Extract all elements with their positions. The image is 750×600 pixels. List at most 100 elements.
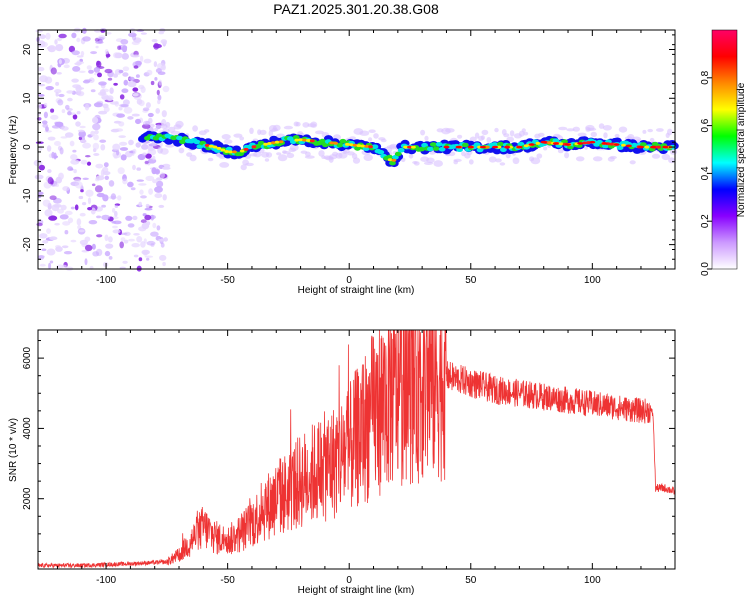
- spectrogram-halo-blob: [647, 128, 653, 133]
- spectrogram-noise-blob: [119, 141, 128, 146]
- spectrogram-halo-blob: [523, 131, 529, 136]
- spectrogram-noise-blob: [46, 145, 52, 152]
- spectrogram-halo-blob: [408, 153, 414, 159]
- spectrogram-noise-blob: [64, 230, 69, 235]
- spectrogram-track-peak: [638, 145, 644, 149]
- spectrogram-noise-blob: [76, 37, 81, 43]
- spectrogram-noise-blob: [36, 222, 43, 227]
- spectrogram-halo-blob: [154, 127, 159, 132]
- spectrogram-noise-blob: [93, 148, 97, 153]
- spectrogram-halo-blob: [286, 152, 295, 159]
- spectrogram-noise-blob: [50, 108, 55, 113]
- spectrogram-track-cyan: [354, 146, 361, 151]
- spectrogram-noise-blob: [113, 73, 118, 78]
- spectrogram-noise-blob: [54, 141, 61, 146]
- spectrogram-noise-blob: [158, 79, 163, 86]
- spectrogram-halo-blob: [178, 147, 185, 154]
- spectrogram-track-cyan: [386, 154, 393, 160]
- spectrogram-noise-blob: [140, 241, 146, 248]
- spectrogram-track-peak: [504, 145, 511, 149]
- spectrogram-noise-blob: [46, 248, 56, 256]
- spectrogram-noise-blob: [57, 99, 64, 106]
- spectrogram-halo-blob: [359, 130, 370, 136]
- spectrogram-track-cyan: [438, 147, 446, 152]
- spectrogram-noise-blob: [109, 87, 114, 94]
- spectrogram-noise-blob: [62, 186, 70, 192]
- spectrogram-noise-blob: [141, 123, 151, 129]
- spectrogram-halo-blob: [148, 117, 153, 124]
- spectrogram-track-cyan: [429, 142, 437, 147]
- spectrogram-noise-blob: [162, 166, 171, 170]
- spectrogram-noise-blob: [145, 175, 155, 181]
- spectrogram-noise-blob: [148, 188, 154, 195]
- spectrogram-noise-blob: [71, 78, 79, 83]
- spectrogram-noise-blob: [154, 193, 163, 199]
- spectrogram-noise-blob: [162, 194, 167, 201]
- spectrogram-noise-blob: [98, 81, 107, 86]
- spectrogram-noise-blob: [142, 107, 150, 112]
- spectrogram-noise-blob: [98, 110, 108, 115]
- spectrogram-noise-blob: [104, 250, 111, 257]
- spectrogram-noise-blob: [123, 79, 129, 86]
- spectrogram-noise-blob: [140, 32, 147, 35]
- spectrogram-track-cyan: [371, 144, 379, 149]
- spectrogram-noise-blob: [84, 79, 92, 82]
- spectrogram-noise-blob: [82, 36, 91, 42]
- spectrogram-track-hot: [270, 141, 276, 145]
- spectrogram-noise-blob: [80, 139, 87, 143]
- spectrogram-halo-blob: [219, 162, 230, 168]
- spectrogram-noise-blob: [128, 32, 137, 38]
- spectrogram-halo-blob: [495, 158, 502, 163]
- spectrogram-noise-blob: [128, 139, 134, 146]
- spectrogram-noise-blob: [145, 102, 151, 109]
- spectrogram-noise-blob: [78, 229, 85, 233]
- spectrogram-noise-blob: [112, 225, 118, 229]
- spectrogram-track-hot: [251, 145, 257, 149]
- spectrogram-track-cyan: [292, 135, 300, 140]
- spectrogram-track-hot: [212, 145, 218, 149]
- spectrogram-track-peak: [601, 142, 608, 145]
- spectrogram-noise-blob: [47, 136, 56, 141]
- spectrogram-xtick-label: -100: [96, 275, 116, 286]
- colorbar-tick-label: 0.8: [700, 70, 711, 84]
- spectrogram-noise-blob: [154, 186, 163, 193]
- spectrogram-noise-blob: [102, 194, 109, 202]
- spectrogram-marks: [33, 27, 679, 272]
- spectrogram-noise-blob: [156, 225, 161, 231]
- spectrogram-noise-blob: [136, 179, 144, 182]
- spectrogram-noise-blob: [54, 222, 60, 226]
- spectrogram-noise-blob: [93, 67, 101, 73]
- spectrogram-noise-blob: [79, 239, 88, 245]
- spectrogram-noise-blob: [132, 164, 136, 171]
- spectrogram-noise-blob: [155, 68, 162, 74]
- spectrogram-noise-blob: [138, 257, 143, 262]
- spectrogram-halo-blob: [486, 137, 492, 143]
- spectrogram-noise-blob: [63, 64, 70, 69]
- spectrogram-noise-blob: [94, 129, 99, 135]
- spectrogram-noise-blob: [123, 239, 129, 244]
- spectrogram-xlabel: Height of straight line (km): [298, 285, 415, 296]
- spectrogram-ytick-label: 20: [22, 44, 33, 56]
- spectrogram-halo-blob: [618, 126, 628, 133]
- spectrogram-halo-blob: [488, 156, 497, 163]
- spectrogram-halo-blob: [373, 133, 379, 139]
- spectrogram-noise-blob: [104, 175, 110, 180]
- spectrogram-halo-blob: [629, 160, 636, 165]
- spectrogram-noise-blob: [107, 77, 113, 81]
- spectrogram-noise-blob: [138, 201, 142, 207]
- spectrogram-xtick-label: -50: [220, 275, 235, 286]
- spectrogram-noise-blob: [101, 204, 106, 208]
- spectrogram-noise-blob: [146, 240, 156, 246]
- spectrogram-noise-blob: [95, 40, 104, 44]
- spectrogram-noise-blob: [62, 221, 71, 226]
- spectrogram-noise-blob: [122, 99, 130, 106]
- spectrogram-halo-blob: [157, 146, 164, 154]
- snr-xlabel: Height of straight line (km): [298, 585, 415, 596]
- spectrogram-noise-blob: [79, 212, 86, 217]
- spectrogram-halo-blob: [543, 146, 548, 151]
- spectrogram-noise-blob: [67, 97, 73, 102]
- colorbar-tick-label: 0.6: [700, 118, 711, 132]
- spectrogram-noise-blob: [159, 254, 167, 261]
- spectrogram-noise-blob: [38, 164, 46, 171]
